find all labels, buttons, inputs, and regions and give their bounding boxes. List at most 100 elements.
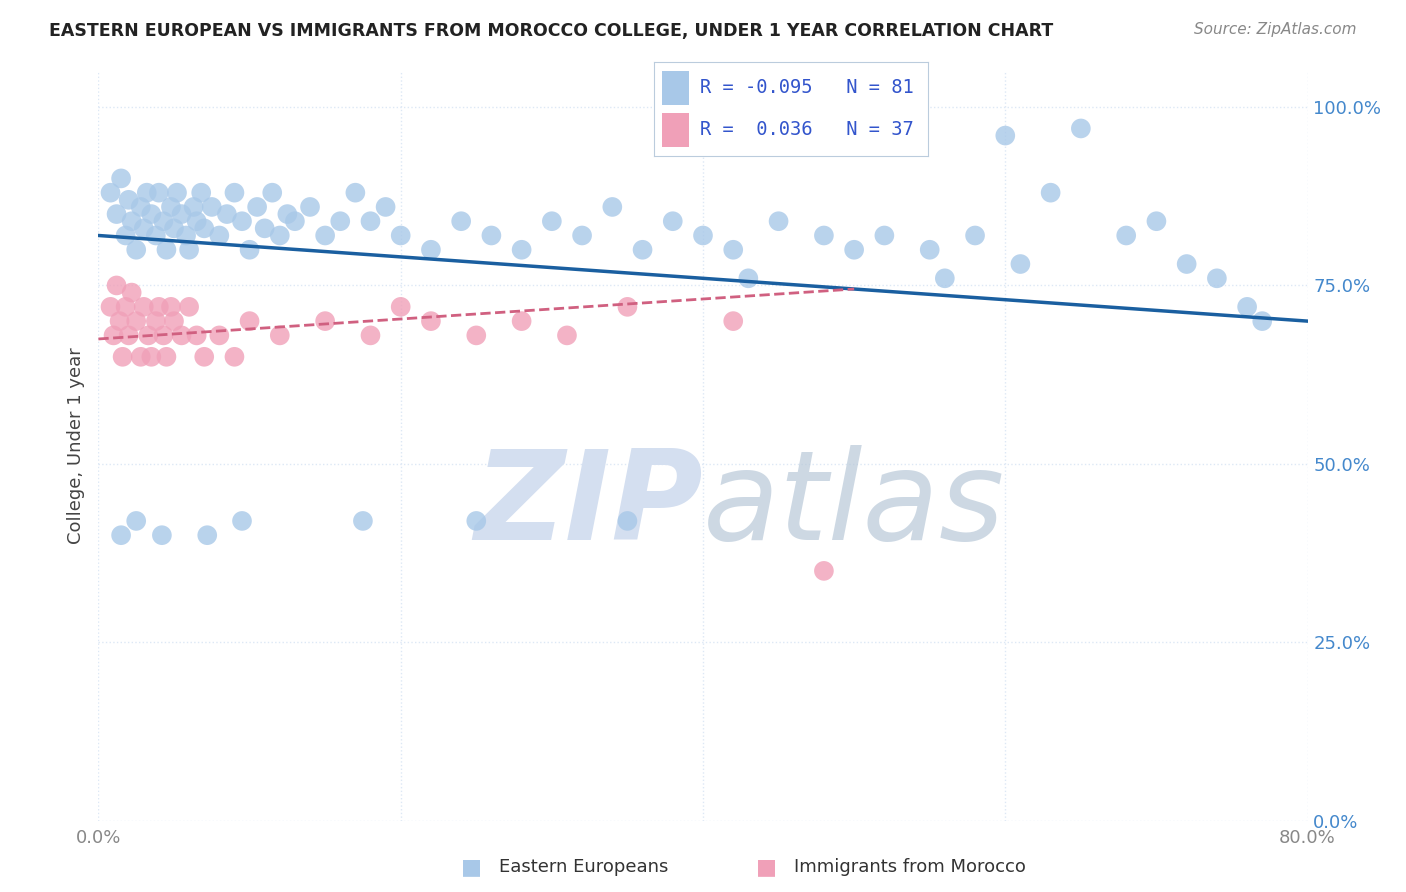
Point <box>276 207 298 221</box>
Point <box>768 214 790 228</box>
Point <box>450 214 472 228</box>
Point <box>179 243 201 257</box>
Point <box>389 228 412 243</box>
Text: atlas: atlas <box>703 445 1005 566</box>
Point <box>125 514 148 528</box>
Point <box>616 300 638 314</box>
Point <box>135 186 157 200</box>
Point <box>136 328 159 343</box>
Point <box>231 214 253 228</box>
Point <box>190 186 212 200</box>
Point <box>389 300 412 314</box>
Point <box>103 328 125 343</box>
Point <box>160 200 183 214</box>
Point <box>1144 214 1167 228</box>
Point <box>179 300 201 314</box>
Point <box>465 328 488 343</box>
Point <box>110 528 132 542</box>
Point <box>631 243 654 257</box>
Point <box>100 300 122 314</box>
Point <box>111 350 134 364</box>
Point <box>224 350 246 364</box>
Point <box>262 186 284 200</box>
Point <box>163 314 186 328</box>
Point <box>918 243 941 257</box>
Point <box>269 328 291 343</box>
Point <box>152 328 174 343</box>
Point <box>160 300 183 314</box>
Point <box>155 243 177 257</box>
Point <box>132 221 155 235</box>
Point <box>1251 314 1274 328</box>
Point <box>284 214 307 228</box>
Point <box>114 228 136 243</box>
Point <box>195 528 218 542</box>
Point <box>148 186 170 200</box>
Point <box>692 228 714 243</box>
Point <box>723 243 745 257</box>
Point <box>813 564 835 578</box>
Point <box>555 328 578 343</box>
Point <box>114 300 136 314</box>
Point <box>186 328 208 343</box>
Point <box>253 221 276 235</box>
Point <box>129 200 152 214</box>
Text: ZIP: ZIP <box>474 445 703 566</box>
Text: R = -0.095   N = 81: R = -0.095 N = 81 <box>700 78 914 96</box>
Text: ■: ■ <box>756 857 776 877</box>
Point <box>152 214 174 228</box>
Point <box>420 314 443 328</box>
Point <box>193 221 215 235</box>
Point <box>118 193 141 207</box>
FancyBboxPatch shape <box>662 70 689 104</box>
Point <box>661 214 683 228</box>
Point <box>1039 186 1062 200</box>
Text: Immigrants from Morocco: Immigrants from Morocco <box>794 858 1026 876</box>
Point <box>314 228 336 243</box>
Point <box>571 228 593 243</box>
Point <box>246 200 269 214</box>
Point <box>510 314 533 328</box>
Point <box>352 514 374 528</box>
Point <box>141 207 163 221</box>
Point <box>132 300 155 314</box>
Point <box>813 228 835 243</box>
Point <box>224 186 246 200</box>
Point <box>616 514 638 528</box>
Point <box>374 200 396 214</box>
Point <box>994 128 1017 143</box>
Point <box>105 278 128 293</box>
Point <box>329 214 352 228</box>
Point <box>125 314 148 328</box>
Point <box>1236 300 1258 314</box>
Text: R =  0.036   N = 37: R = 0.036 N = 37 <box>700 120 914 139</box>
Text: EASTERN EUROPEAN VS IMMIGRANTS FROM MOROCCO COLLEGE, UNDER 1 YEAR CORRELATION CH: EASTERN EUROPEAN VS IMMIGRANTS FROM MORO… <box>49 22 1053 40</box>
Point <box>166 186 188 200</box>
Text: Source: ZipAtlas.com: Source: ZipAtlas.com <box>1194 22 1357 37</box>
Point <box>121 285 143 300</box>
Point <box>110 171 132 186</box>
Point <box>121 214 143 228</box>
Point <box>934 271 956 285</box>
Point <box>481 228 503 243</box>
FancyBboxPatch shape <box>662 113 689 147</box>
Point <box>239 314 262 328</box>
Point <box>299 200 322 214</box>
Point <box>723 314 745 328</box>
Point <box>540 214 562 228</box>
Point <box>602 200 624 214</box>
Point <box>314 314 336 328</box>
Point <box>510 243 533 257</box>
Point <box>269 228 291 243</box>
Point <box>193 350 215 364</box>
Point <box>170 328 193 343</box>
Point <box>129 350 152 364</box>
Point <box>208 228 231 243</box>
Point <box>1115 228 1137 243</box>
Point <box>1206 271 1229 285</box>
Point <box>150 528 173 542</box>
Point <box>201 200 224 214</box>
Point <box>174 228 197 243</box>
Point <box>125 243 148 257</box>
Point <box>141 350 163 364</box>
